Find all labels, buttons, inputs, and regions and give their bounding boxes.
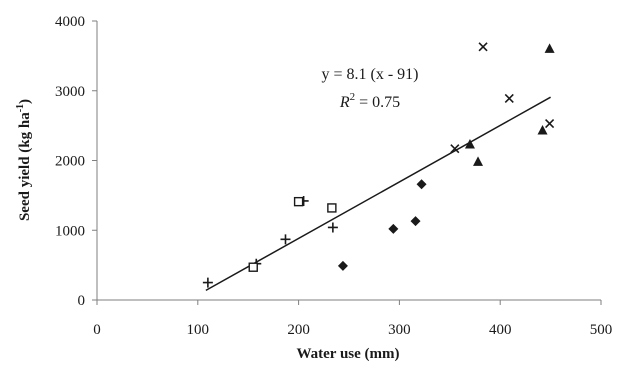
x-tick-label: 500: [590, 322, 613, 338]
axes: [97, 21, 601, 300]
y-axis-title: Seed yield (kg ha-1): [15, 99, 33, 221]
y-tick-label: 2000: [55, 154, 85, 170]
plus-marker: [328, 222, 338, 232]
x-tick-label: 200: [287, 322, 310, 338]
r-squared-label: R2 = 0.75: [339, 91, 400, 111]
regression-line: [206, 97, 551, 290]
regression-equation: y = 8.1 (x - 91): [321, 66, 418, 83]
x-tick-labels: 0 100 200 300 400 500: [93, 300, 612, 338]
triangle-marker: [545, 43, 555, 53]
x-tick-label: 0: [93, 322, 101, 338]
y-axis-title-sup: -1: [15, 104, 26, 112]
y-tick-label: 4000: [55, 14, 85, 30]
x-tick-label: 400: [489, 322, 512, 338]
r2-variable: R: [339, 94, 350, 111]
diamond-marker: [338, 261, 348, 271]
x-tick-label: 100: [187, 322, 210, 338]
triangle-marker: [473, 156, 483, 166]
x-marker: [479, 43, 487, 51]
x-tick-label: 300: [388, 322, 411, 338]
x-axis-title: Water use (mm): [296, 346, 399, 362]
square-marker: [295, 198, 303, 206]
square-marker: [249, 263, 257, 271]
y-tick-label: 3000: [55, 84, 85, 100]
y-axis-title-main: Seed yield (kg ha: [17, 112, 33, 221]
x-marker: [546, 120, 554, 128]
r2-value: = 0.75: [355, 94, 400, 111]
diamond-marker: [411, 216, 421, 226]
y-axis-title-close: ): [17, 99, 33, 104]
plus-marker: [203, 278, 213, 288]
y-tick-label: 1000: [55, 223, 85, 239]
diamond-marker: [417, 179, 427, 189]
diamond-marker: [388, 224, 398, 234]
square-marker: [328, 204, 336, 212]
x-marker: [505, 94, 513, 102]
y-tick-label: 0: [78, 293, 86, 309]
plus-marker: [280, 234, 290, 244]
y-tick-labels: 0 1000 2000 3000 4000: [55, 14, 97, 309]
